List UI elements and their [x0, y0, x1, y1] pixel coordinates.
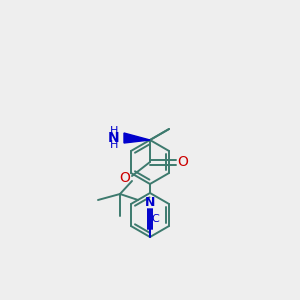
Polygon shape: [124, 133, 150, 143]
Text: N: N: [108, 131, 120, 145]
Text: O: O: [178, 155, 188, 169]
Text: H: H: [110, 140, 118, 150]
Text: C: C: [151, 214, 159, 224]
Text: O: O: [120, 171, 130, 185]
Text: H: H: [110, 126, 118, 136]
Text: N: N: [145, 196, 155, 208]
